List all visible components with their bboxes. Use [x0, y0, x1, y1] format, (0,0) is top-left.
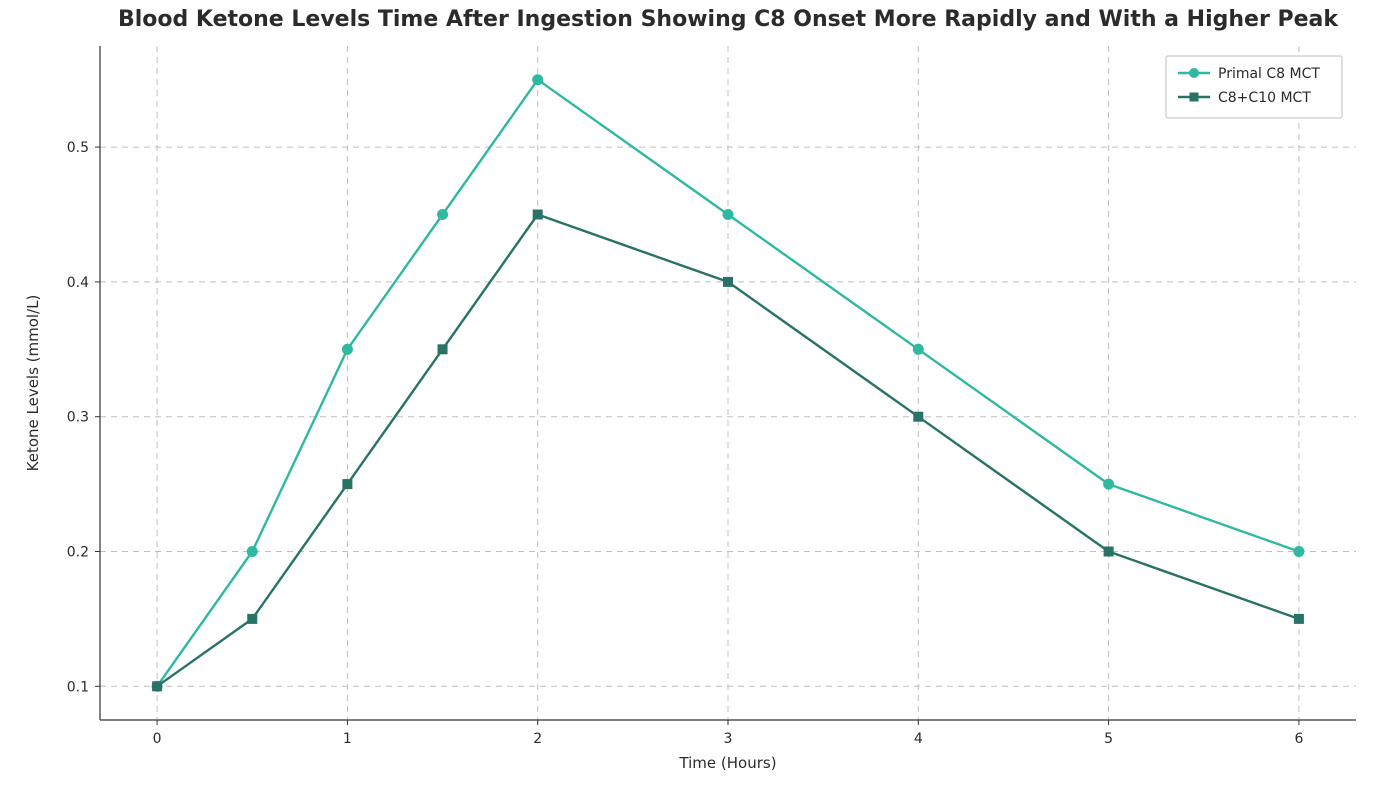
- series-marker: [1294, 547, 1304, 557]
- y-ticks: 0.1 0.2 0.3 0.4 0.5: [67, 140, 100, 695]
- legend-label: Primal C8 MCT: [1218, 66, 1320, 82]
- legend-marker: [1189, 68, 1199, 78]
- series-marker: [247, 547, 257, 557]
- series-marker: [913, 344, 923, 354]
- series-marker: [1294, 614, 1303, 623]
- y-tick-label: 0.1: [67, 679, 89, 695]
- series-marker: [153, 682, 162, 691]
- series-marker: [723, 210, 733, 220]
- chart-title: Blood Ketone Levels Time After Ingestion…: [118, 7, 1339, 32]
- ketone-chart: 0 1 2 3 4 5 6 0.1 0.2 0.3 0.4 0.5 Blood Ketone Lev…: [0, 0, 1374, 786]
- x-axis-label: Time (Hours): [678, 754, 776, 772]
- series-marker: [533, 210, 542, 219]
- series-marker: [914, 412, 923, 421]
- legend-label: C8+C10 MCT: [1218, 90, 1311, 106]
- legend-marker: [1190, 93, 1199, 102]
- series-marker: [438, 210, 448, 220]
- y-tick-label: 0.2: [67, 545, 89, 561]
- y-tick-label: 0.4: [67, 275, 89, 291]
- legend: Primal C8 MCT C8+C10 MCT: [1166, 56, 1342, 118]
- x-tick-label: 3: [724, 731, 733, 747]
- chart-svg: 0 1 2 3 4 5 6 0.1 0.2 0.3 0.4 0.5 Blood Ketone Lev…: [0, 0, 1374, 786]
- y-tick-label: 0.3: [67, 410, 89, 426]
- y-tick-label: 0.5: [67, 140, 89, 156]
- x-tick-label: 2: [533, 731, 542, 747]
- x-tick-label: 4: [914, 731, 923, 747]
- series-marker: [533, 75, 543, 85]
- series-marker: [248, 614, 257, 623]
- series-marker: [438, 345, 447, 354]
- series-marker: [342, 344, 352, 354]
- x-tick-label: 0: [153, 731, 162, 747]
- x-tick-label: 1: [343, 731, 352, 747]
- x-ticks: 0 1 2 3 4 5 6: [153, 720, 1304, 747]
- series-marker: [1104, 547, 1113, 556]
- series-marker: [724, 277, 733, 286]
- y-axis-label: Ketone Levels (mmol/L): [24, 295, 42, 472]
- series-marker: [1104, 479, 1114, 489]
- series-marker: [343, 480, 352, 489]
- x-tick-label: 6: [1294, 731, 1303, 747]
- x-tick-label: 5: [1104, 731, 1113, 747]
